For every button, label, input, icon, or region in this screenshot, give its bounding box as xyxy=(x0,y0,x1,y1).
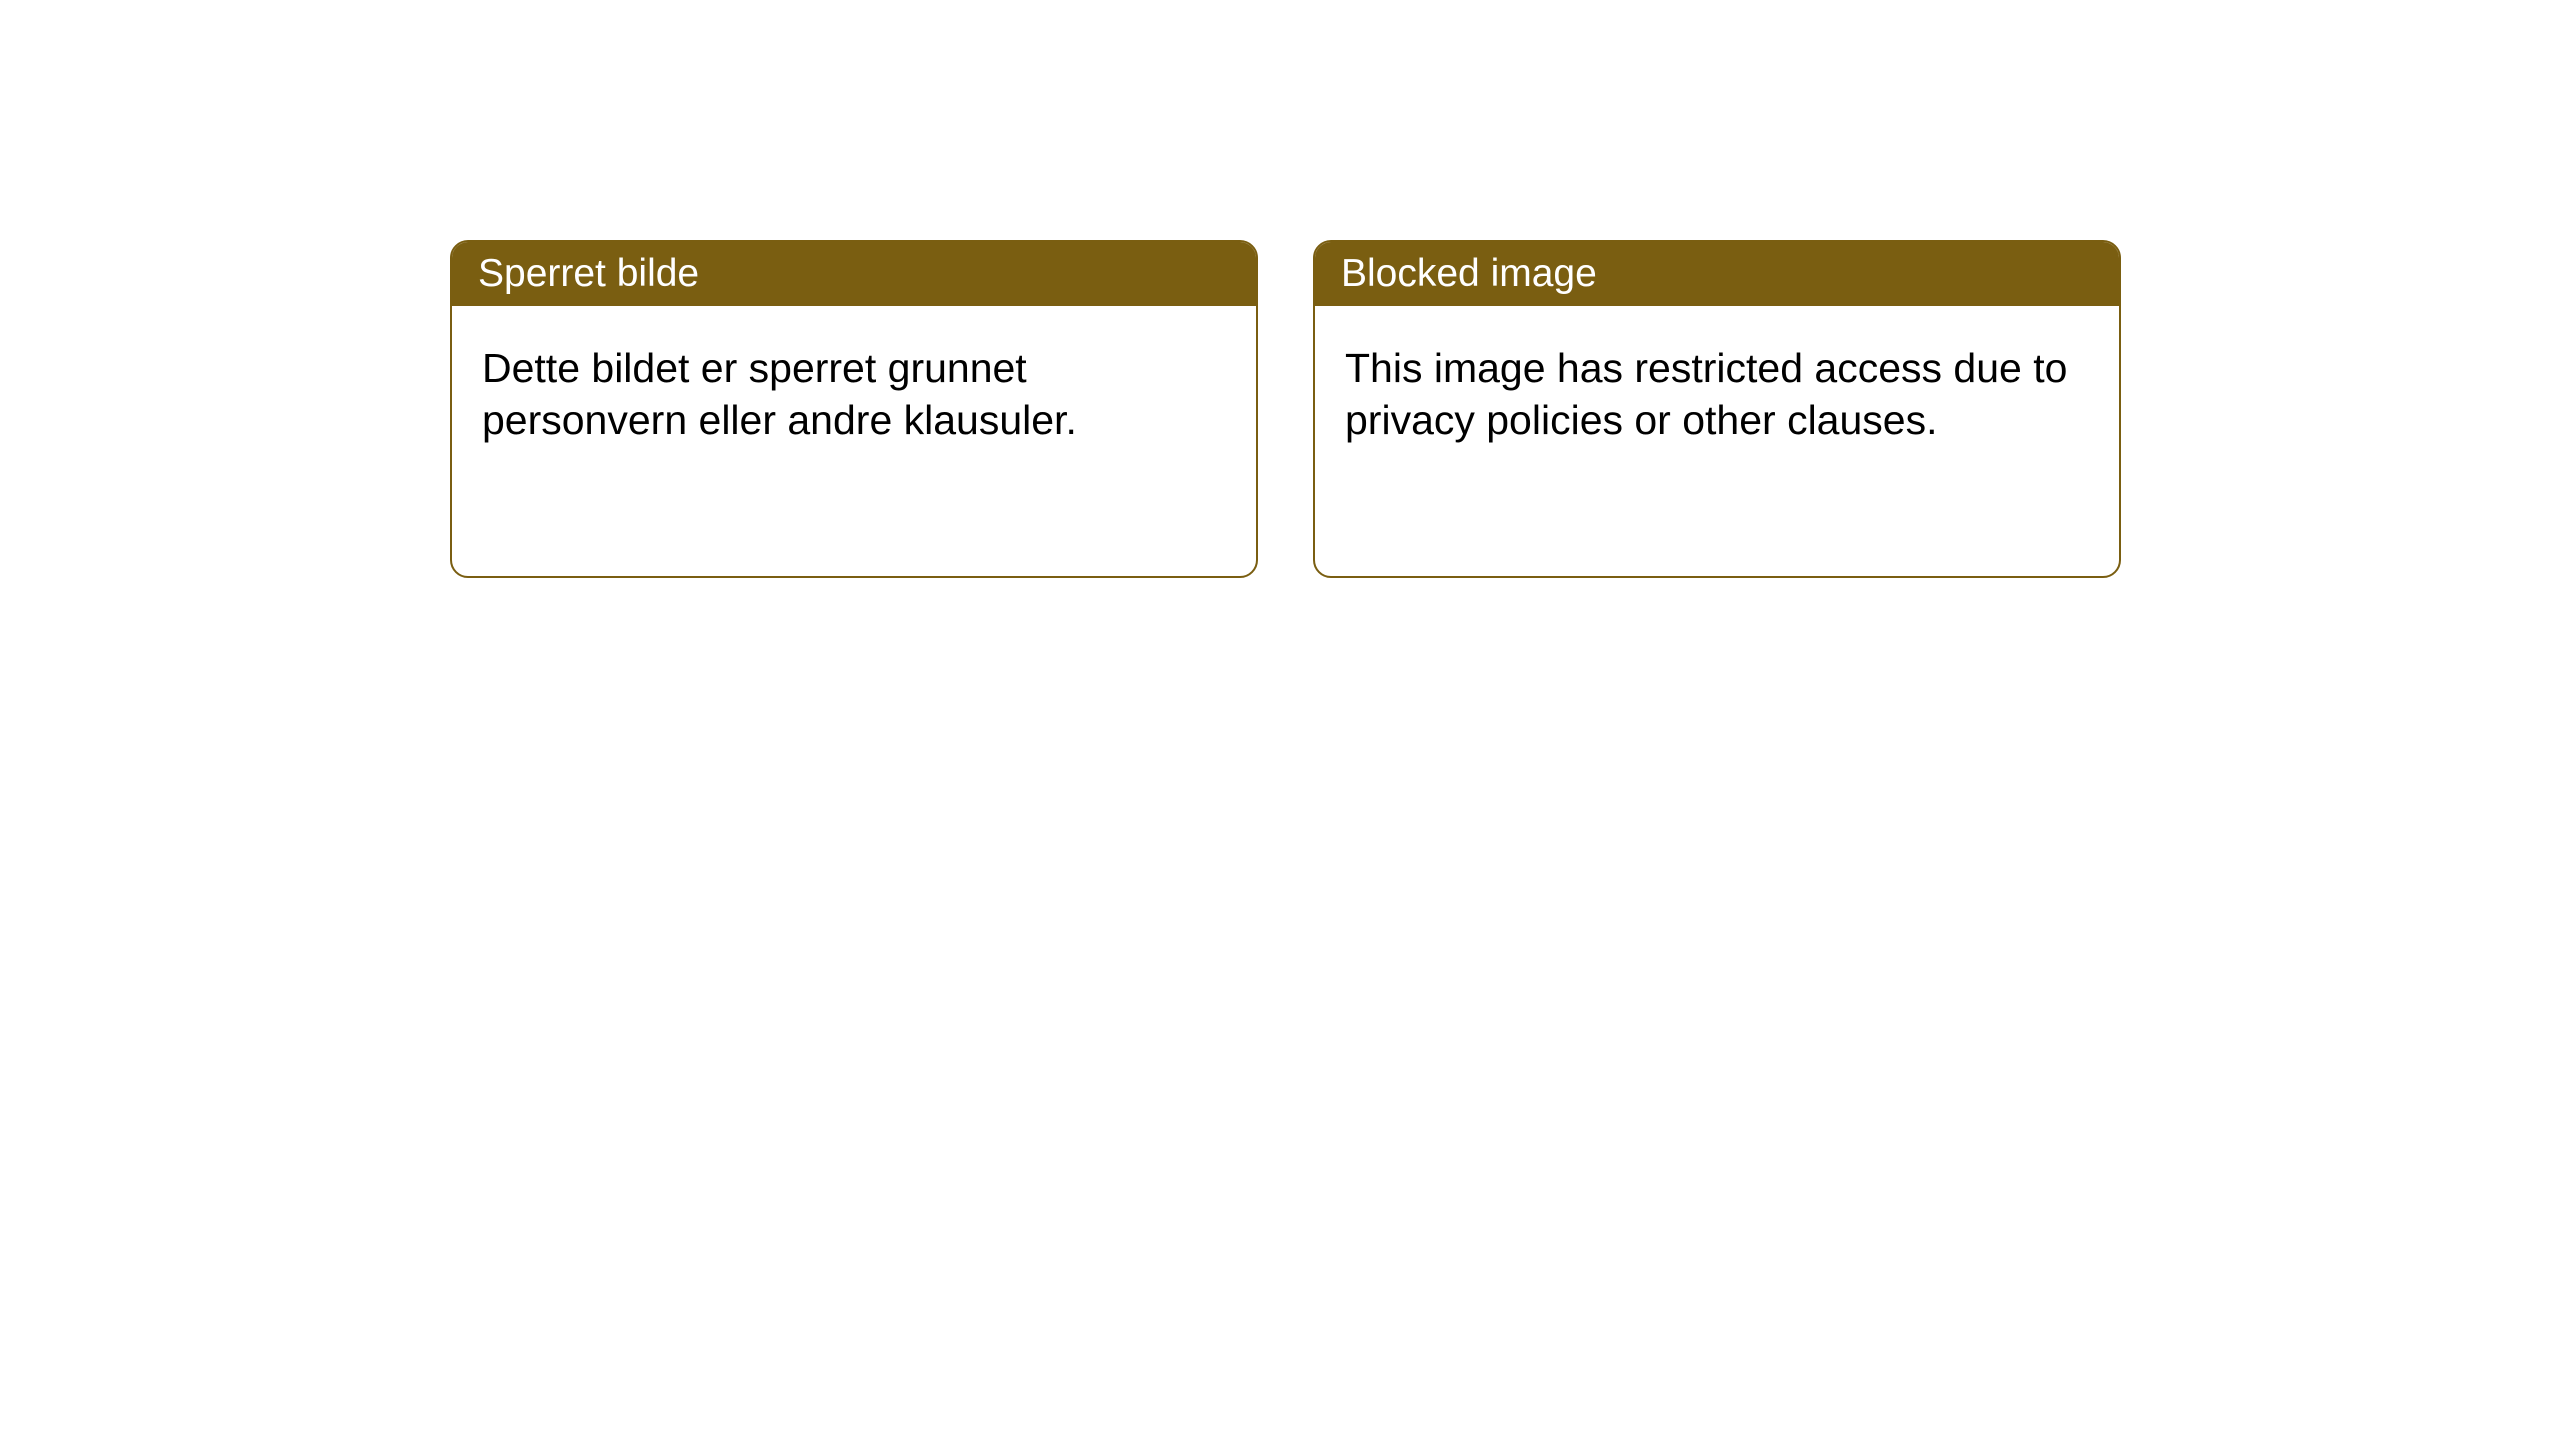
card-body: Dette bildet er sperret grunnet personve… xyxy=(452,306,1256,576)
card-header: Sperret bilde xyxy=(452,242,1256,306)
card-header: Blocked image xyxy=(1315,242,2119,306)
card-body-text: Dette bildet er sperret grunnet personve… xyxy=(482,345,1077,443)
notice-card-english: Blocked image This image has restricted … xyxy=(1313,240,2121,578)
card-body: This image has restricted access due to … xyxy=(1315,306,2119,576)
notice-card-norwegian: Sperret bilde Dette bildet er sperret gr… xyxy=(450,240,1258,578)
notice-container: Sperret bilde Dette bildet er sperret gr… xyxy=(0,0,2560,578)
card-body-text: This image has restricted access due to … xyxy=(1345,345,2067,443)
card-title: Sperret bilde xyxy=(478,252,699,295)
card-title: Blocked image xyxy=(1341,252,1597,295)
